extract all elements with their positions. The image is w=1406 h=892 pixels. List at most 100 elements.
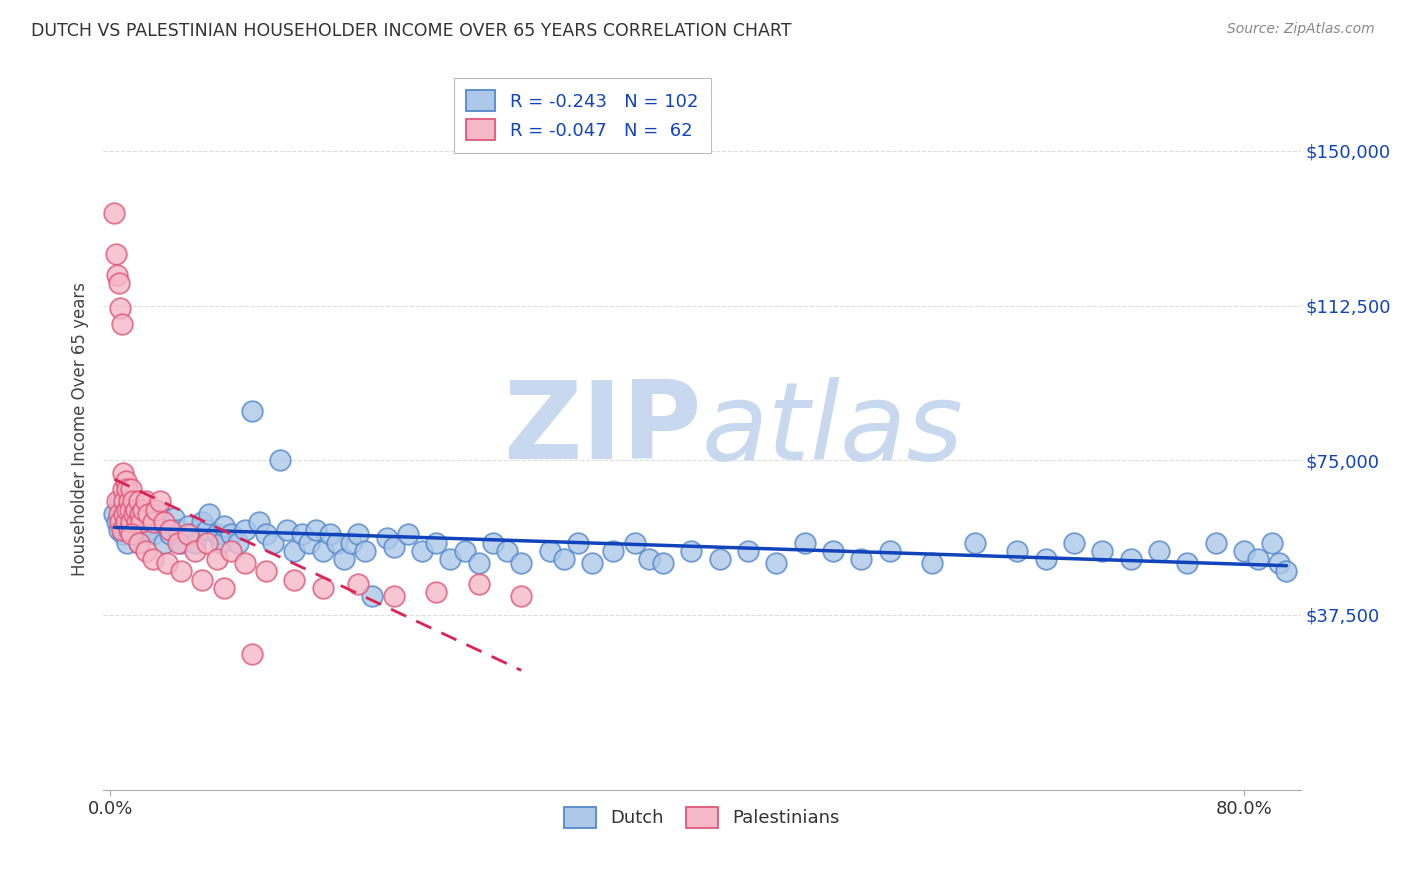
- Point: [226, 535, 249, 549]
- Point: [290, 527, 312, 541]
- Point: [128, 535, 150, 549]
- Point: [115, 535, 138, 549]
- Point: [453, 544, 475, 558]
- Point: [233, 556, 256, 570]
- Point: [681, 544, 703, 558]
- Point: [602, 544, 624, 558]
- Point: [115, 502, 138, 516]
- Point: [122, 494, 145, 508]
- Point: [105, 494, 128, 508]
- Point: [124, 507, 146, 521]
- Point: [167, 535, 190, 549]
- Point: [1063, 535, 1085, 549]
- Point: [111, 482, 134, 496]
- Point: [128, 494, 150, 508]
- Point: [333, 552, 356, 566]
- Point: [120, 502, 142, 516]
- Point: [219, 527, 242, 541]
- Point: [108, 301, 131, 315]
- Point: [496, 544, 519, 558]
- Point: [105, 268, 128, 282]
- Point: [117, 523, 139, 537]
- Point: [361, 589, 384, 603]
- Point: [149, 494, 172, 508]
- Point: [319, 527, 342, 541]
- Point: [111, 466, 134, 480]
- Point: [425, 535, 447, 549]
- Point: [117, 494, 139, 508]
- Point: [765, 556, 787, 570]
- Y-axis label: Householder Income Over 65 years: Householder Income Over 65 years: [72, 282, 89, 576]
- Point: [125, 515, 148, 529]
- Point: [135, 494, 157, 508]
- Point: [108, 494, 131, 508]
- Point: [105, 515, 128, 529]
- Point: [131, 507, 153, 521]
- Point: [127, 523, 149, 537]
- Point: [114, 474, 136, 488]
- Point: [312, 544, 335, 558]
- Point: [467, 556, 489, 570]
- Point: [254, 527, 277, 541]
- Point: [482, 535, 505, 549]
- Point: [1035, 552, 1057, 566]
- Point: [104, 247, 127, 261]
- Point: [276, 523, 298, 537]
- Point: [326, 535, 349, 549]
- Point: [177, 527, 200, 541]
- Point: [1147, 544, 1170, 558]
- Point: [1275, 565, 1298, 579]
- Point: [219, 544, 242, 558]
- Point: [195, 523, 218, 537]
- Point: [737, 544, 759, 558]
- Point: [142, 515, 165, 529]
- Point: [138, 507, 160, 521]
- Point: [112, 515, 135, 529]
- Point: [298, 535, 321, 549]
- Point: [1175, 556, 1198, 570]
- Point: [305, 523, 328, 537]
- Point: [411, 544, 433, 558]
- Point: [131, 515, 153, 529]
- Point: [156, 556, 179, 570]
- Point: [283, 573, 305, 587]
- Point: [184, 535, 207, 549]
- Point: [110, 502, 132, 516]
- Point: [103, 507, 125, 521]
- Point: [567, 535, 589, 549]
- Point: [205, 552, 228, 566]
- Point: [375, 532, 398, 546]
- Point: [1247, 552, 1270, 566]
- Point: [1005, 544, 1028, 558]
- Point: [107, 276, 129, 290]
- Point: [112, 494, 135, 508]
- Point: [142, 552, 165, 566]
- Point: [963, 535, 986, 549]
- Point: [347, 576, 370, 591]
- Point: [212, 519, 235, 533]
- Point: [142, 527, 165, 541]
- Point: [132, 502, 155, 516]
- Point: [510, 589, 533, 603]
- Point: [111, 527, 134, 541]
- Point: [163, 511, 186, 525]
- Point: [1261, 535, 1284, 549]
- Point: [921, 556, 943, 570]
- Point: [851, 552, 873, 566]
- Point: [167, 523, 190, 537]
- Point: [112, 507, 135, 521]
- Text: Source: ZipAtlas.com: Source: ZipAtlas.com: [1227, 22, 1375, 37]
- Point: [181, 527, 204, 541]
- Point: [637, 552, 659, 566]
- Point: [538, 544, 561, 558]
- Point: [1205, 535, 1227, 549]
- Point: [1119, 552, 1142, 566]
- Point: [212, 581, 235, 595]
- Point: [262, 535, 284, 549]
- Point: [709, 552, 731, 566]
- Point: [159, 523, 181, 537]
- Point: [135, 544, 157, 558]
- Point: [312, 581, 335, 595]
- Point: [145, 502, 167, 516]
- Point: [269, 453, 291, 467]
